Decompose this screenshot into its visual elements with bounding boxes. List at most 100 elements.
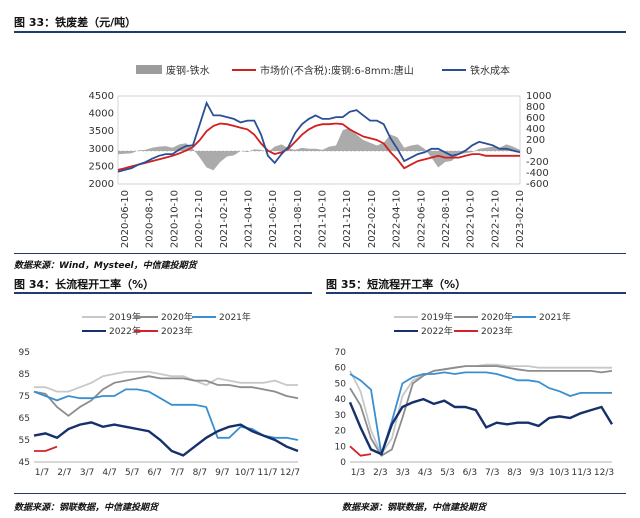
x-tick-label: 8/7 — [193, 468, 207, 478]
x-tick-label: 2021-02-10 — [219, 190, 230, 248]
legend-label-2019年: 2019年 — [109, 311, 141, 323]
fig34-chart: 45 55 65 75 85 95 1/7 2/7 3/7 4/7 5/7 6/7 7/7 8/7 9/7 1… — [19, 311, 301, 478]
x-tick-label: 1/3 — [351, 468, 365, 478]
y-left-tick-label: 4000 — [89, 109, 114, 120]
y-tick-label: 45 — [19, 458, 30, 468]
x-tick-label: 12/3 — [594, 468, 614, 478]
legend-label-2022年: 2022年 — [421, 325, 453, 337]
x-tick-label: 7/3 — [485, 468, 499, 478]
y-left-tick-label: 2000 — [89, 179, 114, 190]
y-tick-label: 60 — [335, 364, 347, 374]
fig33-bottom-rule — [14, 253, 626, 254]
x-tick-label: 5/7 — [125, 468, 139, 478]
series-line-2020年 — [33, 375, 299, 417]
y-tick-label: 55 — [19, 436, 30, 446]
x-tick-label: 2021-04-10 — [243, 190, 254, 248]
series-iron-cost-line — [117, 100, 521, 173]
legend-label-2020年: 2020年 — [161, 311, 193, 323]
x-tick-label: 11/3 — [572, 468, 592, 478]
series-line-2022年 — [348, 397, 614, 456]
legend-label-spread: 废钢-铁水 — [166, 64, 210, 77]
y-tick-label: 70 — [335, 348, 347, 358]
legend-label-market: 市场价(不含税):废钢:6-8mm:唐山 — [260, 64, 414, 77]
series-line-2020年 — [349, 365, 613, 457]
series-line-2019年 — [349, 363, 612, 456]
y-tick-label: 65 — [19, 414, 30, 424]
x-tick-label: 2020-12-10 — [194, 190, 205, 248]
fig34-source: 数据来源：钢联数据，中信建投期货 — [14, 503, 159, 513]
y-tick-label: 20 — [335, 427, 347, 437]
x-tick-label: 6/3 — [463, 468, 477, 478]
fig33-source: 数据来源：Wind，Mysteel，中信建投期货 — [14, 261, 197, 271]
legend-label-2020年: 2020年 — [481, 311, 513, 323]
legend-label-2021年: 2021年 — [219, 311, 251, 323]
y-left-tick-label: 3500 — [89, 126, 114, 137]
series-line-2021年 — [33, 388, 299, 441]
x-tick-label: 2022-10-10 — [466, 190, 477, 248]
y-right-tick-label: -400 — [526, 168, 549, 179]
fig35-title-rule — [326, 292, 626, 294]
x-tick-label: 10/3 — [549, 468, 569, 478]
legend-label-2022年: 2022年 — [109, 325, 141, 337]
x-tick-label: 11/7 — [257, 468, 277, 478]
x-tick-label: 1/7 — [35, 468, 49, 478]
y-left-tick-label: 2500 — [89, 161, 114, 172]
x-tick-label: 2022-02-10 — [367, 190, 378, 248]
x-tick-label: 9/7 — [215, 468, 229, 478]
x-tick-label: 4/3 — [418, 468, 432, 478]
x-tick-label: 2020-08-10 — [145, 190, 156, 248]
x-tick-label: 2021-06-10 — [268, 190, 279, 248]
x-tick-label: 2021-12-10 — [342, 190, 353, 248]
series-spread-area — [118, 127, 520, 171]
x-tick-label: 2/7 — [57, 468, 71, 478]
y-right-tick-label: 400 — [526, 124, 545, 135]
x-tick-label: 8/3 — [507, 468, 521, 478]
x-tick-label: 7/7 — [170, 468, 184, 478]
x-tick-label: 2022-08-10 — [441, 190, 452, 248]
y-tick-label: 30 — [335, 411, 347, 421]
y-left-tick-label: 3000 — [89, 144, 114, 155]
x-tick-label: 9/3 — [530, 468, 544, 478]
fig34-title: 图 34：长流程开工率（%） — [14, 278, 155, 291]
y-tick-label: 75 — [19, 392, 30, 402]
x-tick-label: 3/3 — [395, 468, 409, 478]
x-tick-label: 4/7 — [102, 468, 116, 478]
series-line-2021年 — [349, 371, 612, 455]
x-tick-label: 2/3 — [373, 468, 387, 478]
y-right-tick-label: 600 — [526, 113, 545, 124]
y-right-tick-label: -600 — [526, 179, 549, 190]
fig33-chart: 2000 2500 3000 3500 4000 4500 -600-400-2000200… — [89, 64, 552, 248]
x-tick-label: 6/7 — [147, 468, 161, 478]
legend-label-2023年: 2023年 — [481, 325, 513, 337]
fig33-title-rule — [14, 31, 626, 33]
y-tick-label: 10 — [335, 442, 347, 452]
series-line-2019年 — [34, 370, 298, 393]
fig35-title: 图 35：短流程开工率（%） — [326, 278, 467, 291]
y-right-tick-label: 800 — [526, 102, 545, 113]
legend-label-2019年: 2019年 — [421, 311, 453, 323]
series-market-price-line — [117, 122, 520, 171]
x-tick-label: 2022-12-10 — [490, 190, 501, 248]
legend-swatch-spread — [136, 65, 162, 74]
fig33-title: 图 33：铁废差（元/吨） — [14, 16, 137, 29]
x-tick-label: 5/3 — [440, 468, 454, 478]
x-tick-label: 2023-02-10 — [515, 190, 526, 248]
x-tick-label: 3/7 — [80, 468, 94, 478]
x-tick-label: 10/7 — [235, 468, 255, 478]
fig34-title-rule — [14, 292, 312, 294]
y-tick-label: 95 — [19, 348, 30, 358]
y-right-tick-label: -200 — [526, 157, 549, 168]
series-line-2023年 — [34, 445, 58, 452]
series-line-2023年 — [349, 445, 372, 457]
y-right-tick-label: 1000 — [526, 91, 551, 102]
x-tick-label: 2022-06-10 — [416, 190, 427, 248]
y-tick-label: 40 — [335, 395, 347, 405]
x-tick-label: 12/7 — [280, 468, 300, 478]
legend-label-2023年: 2023年 — [161, 325, 193, 337]
series-line-2022年 — [33, 421, 299, 457]
x-tick-label: 2021-10-10 — [318, 190, 329, 248]
legend-label-2021年: 2021年 — [539, 311, 571, 323]
y-right-tick-label: 200 — [526, 135, 545, 146]
legend-label-cost: 铁水成本 — [470, 64, 510, 77]
